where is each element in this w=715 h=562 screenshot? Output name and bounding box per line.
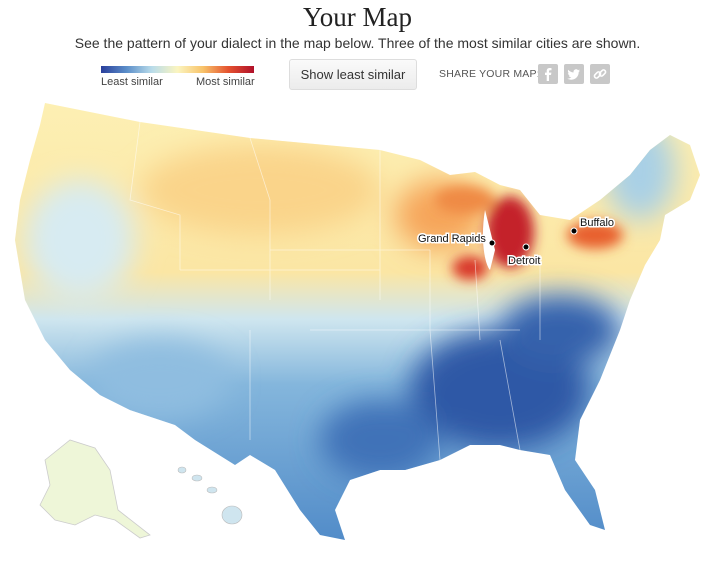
subtitle: See the pattern of your dialect in the m… [74, 35, 641, 51]
facebook-glyph [545, 68, 552, 81]
link-glyph [593, 69, 607, 79]
city-dot [522, 243, 530, 251]
title: Your Map [302, 2, 413, 32]
legend-high: Most similar [196, 76, 255, 88]
state-lines [129, 121, 541, 461]
facebook-icon[interactable] [538, 64, 558, 84]
dialect-map: Grand Rapids Detroit Buffalo [15, 103, 700, 540]
twitter-glyph [567, 69, 580, 80]
hawaii [177, 466, 243, 525]
twitter-icon[interactable] [564, 64, 584, 84]
share-label: SHARE YOUR MAP: [439, 68, 540, 80]
city-label: Grand Rapids [418, 233, 486, 245]
city-dot [570, 227, 578, 235]
legend-gradient [101, 66, 254, 73]
city-label: Buffalo [580, 217, 614, 229]
link-icon[interactable] [590, 64, 610, 84]
alaska [39, 439, 151, 539]
city-dot [488, 239, 496, 247]
toggle-button[interactable]: Show least similar [289, 59, 417, 90]
city-label: Detroit [508, 255, 540, 267]
legend-low: Least similar [101, 76, 163, 88]
